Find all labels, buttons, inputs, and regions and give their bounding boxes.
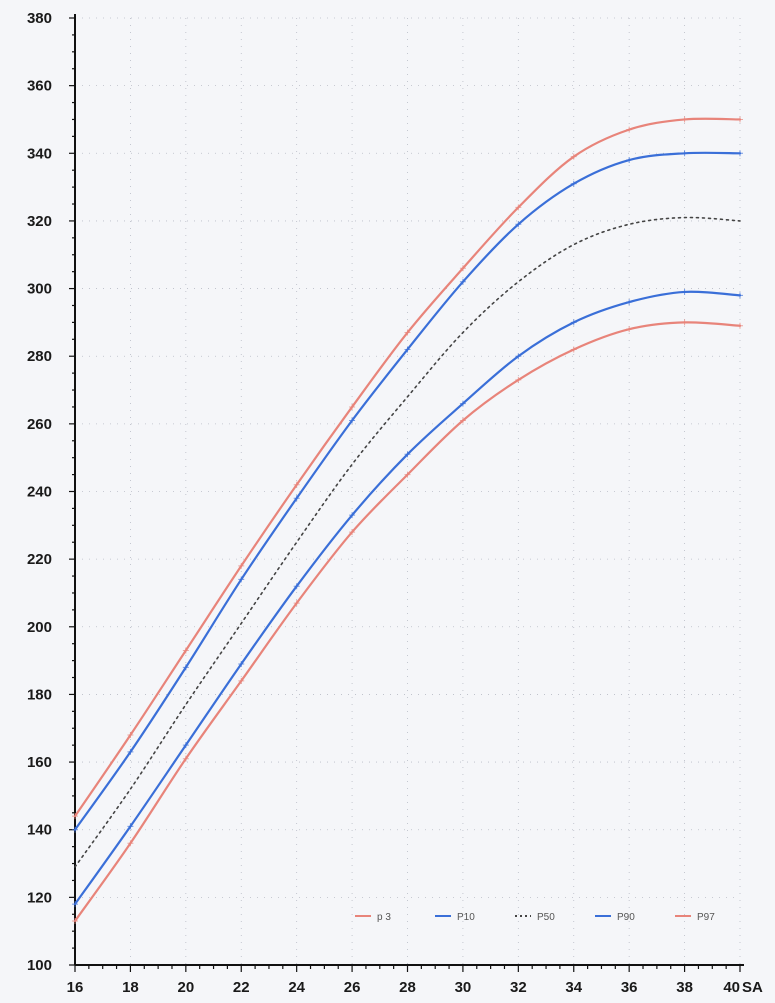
data-point <box>515 204 522 211</box>
data-point <box>349 417 356 424</box>
data-point <box>570 180 577 187</box>
data-point <box>681 116 688 123</box>
data-point <box>182 755 189 762</box>
data-point <box>238 677 245 684</box>
data-point <box>182 647 189 654</box>
x-tick-label: 28 <box>399 979 416 996</box>
data-point <box>182 742 189 749</box>
data-point <box>459 265 466 272</box>
series-line-p90 <box>73 151 742 831</box>
x-axis-label: SA <box>742 979 763 996</box>
data-point <box>238 562 245 569</box>
data-point <box>626 326 633 333</box>
data-point <box>404 329 411 336</box>
grid <box>74 17 741 965</box>
y-tick-label: 240 <box>27 484 52 501</box>
data-point <box>293 583 300 590</box>
data-point <box>737 322 743 329</box>
data-point <box>72 826 78 833</box>
series-lines <box>72 116 743 925</box>
data-point <box>626 157 633 164</box>
data-point <box>127 732 134 739</box>
x-tick-label: 32 <box>510 979 527 996</box>
x-tick-label: 34 <box>565 979 582 996</box>
data-point <box>626 126 633 133</box>
y-tick-label: 280 <box>27 348 52 365</box>
x-tick-label: 40 <box>723 979 740 996</box>
y-tick-label: 160 <box>27 754 52 771</box>
x-tick-label: 36 <box>621 979 638 996</box>
y-tick-label: 360 <box>27 78 52 95</box>
y-tick-label: 260 <box>27 416 52 433</box>
x-tick-label: 20 <box>177 979 194 996</box>
data-point <box>127 748 134 755</box>
data-point <box>570 153 577 160</box>
axes: 100 120 140 160 180 200 220 240 260 280 300 320 340 3… <box>27 10 763 996</box>
series-line-p97 <box>73 117 742 818</box>
y-tick-label: 200 <box>27 619 52 636</box>
y-tick-label: 340 <box>27 145 52 162</box>
y-tick-label: 300 <box>27 281 52 298</box>
legend-label: P50 <box>537 912 555 923</box>
legend-label: p 3 <box>377 912 391 923</box>
data-point <box>127 823 134 830</box>
data-point <box>293 600 300 607</box>
x-tick-label: 24 <box>288 979 305 996</box>
y-tick-label: 100 <box>27 957 52 974</box>
data-point <box>515 221 522 228</box>
data-point <box>404 451 411 458</box>
data-point <box>459 417 466 424</box>
y-tick-label: 140 <box>27 822 52 839</box>
data-point <box>570 319 577 326</box>
data-point <box>72 918 78 925</box>
data-point <box>238 660 245 667</box>
data-point <box>459 278 466 285</box>
legend-label: P10 <box>457 912 475 923</box>
y-tick-label: 180 <box>27 686 52 703</box>
data-point <box>349 512 356 519</box>
data-point <box>404 471 411 478</box>
data-point <box>515 353 522 360</box>
x-tick-label: 26 <box>344 979 361 996</box>
data-point <box>72 901 78 908</box>
data-point <box>570 346 577 353</box>
series-line-p10 <box>73 290 742 906</box>
data-point <box>127 840 134 847</box>
x-tick-label: 22 <box>233 979 250 996</box>
data-point <box>681 319 688 326</box>
data-point <box>72 813 78 820</box>
y-tick-label: 120 <box>27 889 52 906</box>
x-tick-label: 18 <box>122 979 139 996</box>
data-point <box>681 288 688 295</box>
series-line-p3 <box>73 321 742 923</box>
data-point <box>737 116 743 123</box>
data-point <box>626 299 633 306</box>
data-point <box>349 529 356 536</box>
data-point <box>349 403 356 410</box>
legend-label: P97 <box>697 912 715 923</box>
x-tick-label: 38 <box>676 979 693 996</box>
data-point <box>293 481 300 488</box>
data-point <box>293 495 300 502</box>
data-point <box>737 292 743 299</box>
data-point <box>737 150 743 157</box>
x-tick-label: 30 <box>455 979 472 996</box>
y-tick-label: 380 <box>27 10 52 27</box>
data-point <box>404 346 411 353</box>
data-point <box>238 576 245 583</box>
y-tick-label: 320 <box>27 213 52 230</box>
data-point <box>681 150 688 157</box>
y-tick-label: 220 <box>27 551 52 568</box>
legend-label: P90 <box>617 912 635 923</box>
data-point <box>182 664 189 671</box>
data-point <box>459 400 466 407</box>
data-point <box>515 376 522 383</box>
legend: p 3 P10 P50 P90 P97 <box>355 912 715 923</box>
x-tick-label: 16 <box>67 979 84 996</box>
series-line-p50 <box>74 216 741 868</box>
